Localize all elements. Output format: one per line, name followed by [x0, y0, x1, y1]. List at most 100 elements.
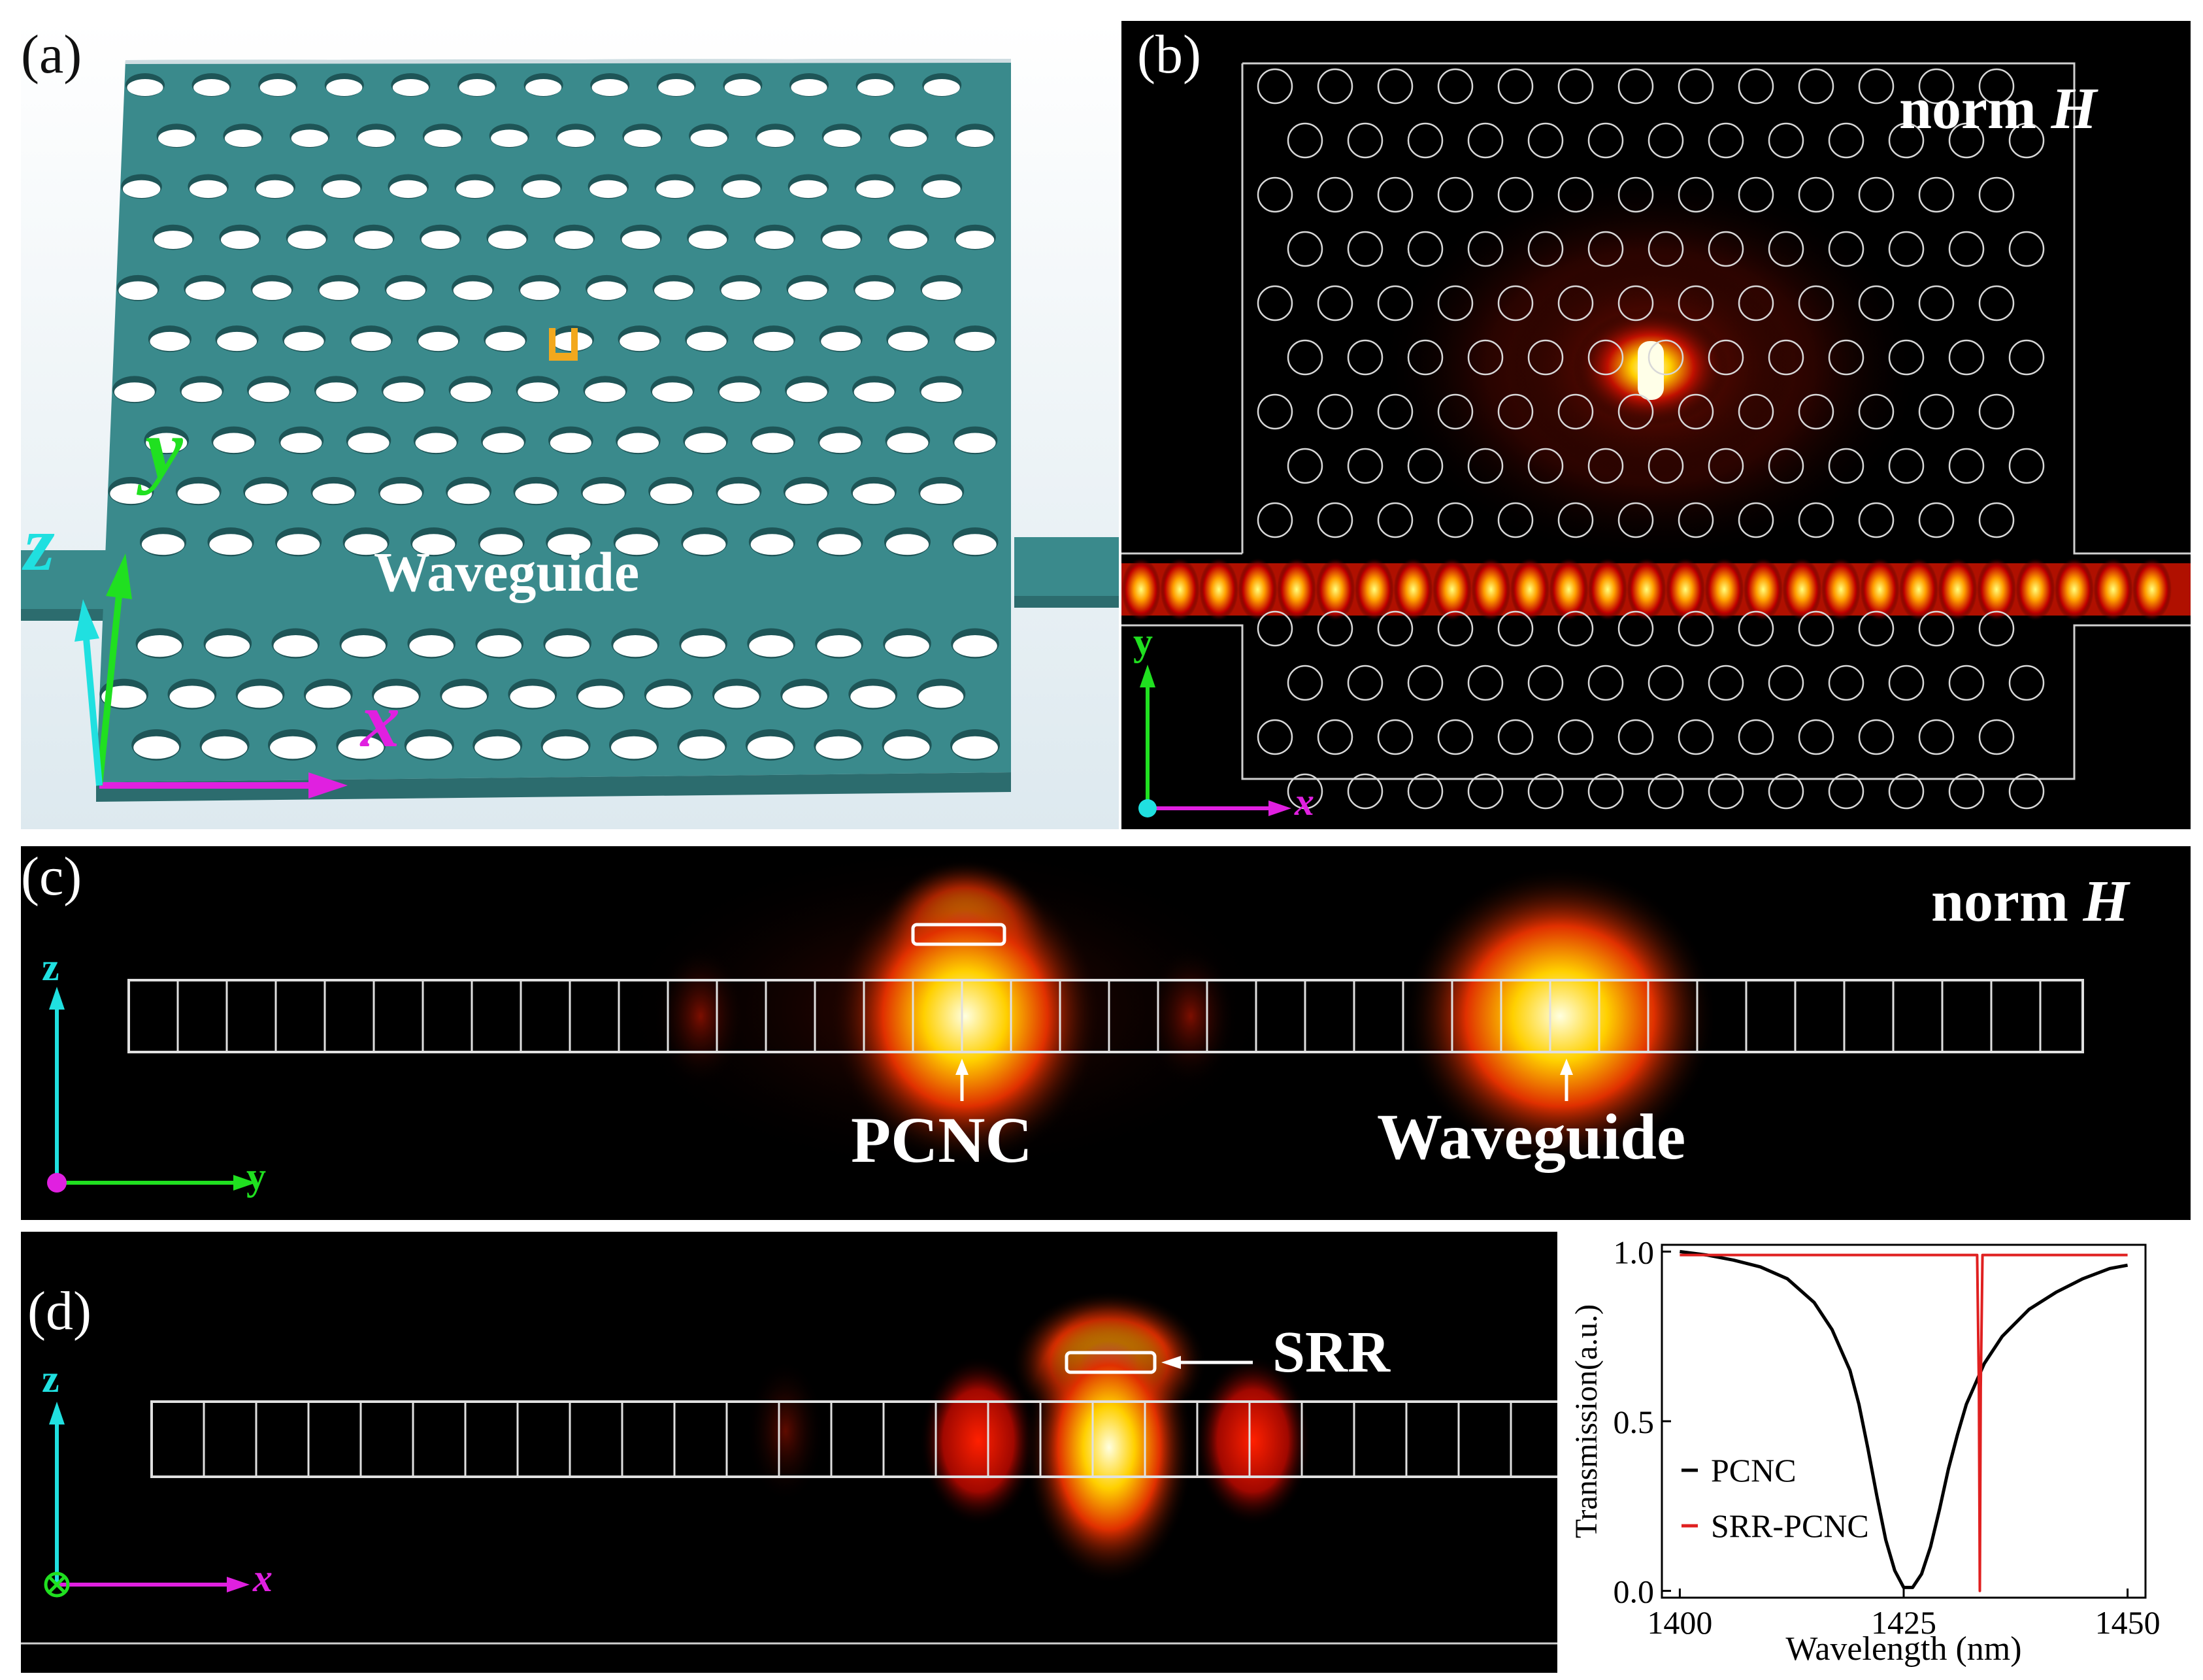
air-hole-bottom: [520, 281, 559, 301]
hole-outline: [1948, 339, 1985, 376]
hole-outline: [1708, 339, 1744, 376]
hole-outline: [1497, 502, 1534, 538]
air-hole-bottom: [611, 736, 657, 759]
hole-outline: [1768, 339, 1804, 376]
hole-outline: [1317, 68, 1353, 105]
hole-outline: [1918, 393, 1955, 430]
hole-outline: [1798, 610, 1834, 647]
air-hole-bottom: [447, 483, 490, 504]
mode-lobe: [1433, 558, 1472, 621]
hole-outline: [1738, 393, 1774, 430]
x-tick-label: 1450: [2095, 1604, 2161, 1641]
hole-outline: [1648, 773, 1684, 810]
hole-outline: [1858, 68, 1895, 105]
hole-outline: [1377, 610, 1414, 647]
air-hole-bottom: [724, 79, 761, 96]
hole-outline: [1527, 448, 1564, 484]
air-hole-bottom: [787, 281, 827, 301]
air-hole-bottom: [201, 736, 248, 759]
air-hole-bottom: [923, 79, 960, 96]
hole-outline: [1768, 773, 1804, 810]
air-hole-bottom: [749, 635, 793, 657]
mode-lobe: [1627, 558, 1666, 621]
air-hole-bottom: [412, 534, 456, 555]
air-hole-bottom: [885, 635, 929, 657]
mode-lobe: [1316, 558, 1355, 621]
air-hole-bottom: [557, 129, 595, 147]
hole-outline: [1648, 122, 1684, 159]
mode-lobe: [1199, 558, 1238, 621]
hole-outline: [1798, 393, 1834, 430]
air-hole-bottom: [952, 736, 998, 759]
air-hole-bottom: [955, 331, 995, 352]
air-hole-bottom: [853, 382, 895, 403]
hole-outline: [1648, 339, 1684, 376]
air-hole-bottom: [338, 736, 384, 759]
air-hole-bottom: [380, 483, 422, 504]
hole-outline: [1257, 285, 1293, 321]
air-hole-bottom: [491, 129, 528, 147]
air-hole-bottom: [920, 483, 963, 504]
hole-outline: [1678, 393, 1714, 430]
air-hole-bottom: [857, 79, 894, 96]
hole-outline: [1257, 719, 1293, 755]
hole-outline: [1377, 176, 1414, 213]
panel-label-a: (a): [21, 24, 82, 85]
hole-outline: [1888, 339, 1925, 376]
transmission-inset-chart: 0.0 0.5 1.0 1400 1425 1450 Wavelength (nm) Tran…: [1557, 1232, 2191, 1673]
hole-outline: [1798, 68, 1834, 105]
hole-outline: [1828, 122, 1864, 159]
air-hole-bottom: [585, 382, 626, 403]
air-hole-bottom: [690, 129, 727, 147]
mode-lobe: [1277, 558, 1316, 621]
air-hole-bottom: [326, 79, 363, 96]
air-hole-bottom: [850, 685, 896, 708]
air-hole-bottom: [488, 231, 527, 250]
hole-outline: [1257, 393, 1293, 430]
air-hole-bottom: [683, 534, 726, 555]
hole-outline: [1678, 176, 1714, 213]
hole-outline: [1437, 176, 1474, 213]
y-tick-label: 0.0: [1614, 1573, 1655, 1610]
air-hole-bottom: [474, 736, 521, 759]
air-hole-bottom: [392, 79, 429, 96]
hole-outline: [1738, 502, 1774, 538]
hole-outline: [1287, 339, 1323, 376]
hole-outline: [1377, 68, 1414, 105]
axis-triad-c: [47, 987, 256, 1193]
air-hole-bottom: [820, 433, 861, 453]
air-hole-bottom: [185, 281, 225, 301]
air-hole-bottom: [409, 635, 454, 657]
air-hole-bottom: [852, 483, 895, 504]
x-tick-label: 1425: [1871, 1604, 1936, 1641]
air-hole-bottom: [782, 685, 827, 708]
air-hole-bottom: [921, 281, 961, 301]
hole-outline: [1287, 665, 1323, 701]
hole-outline: [1978, 176, 2015, 213]
hole-outline: [1888, 231, 1925, 267]
hole-outline: [1738, 176, 1774, 213]
air-hole-bottom: [685, 433, 727, 453]
air-hole-bottom: [755, 231, 794, 250]
air-hole-bottom: [351, 331, 391, 352]
air-hole-bottom: [688, 231, 727, 250]
hole-outline: [1587, 773, 1624, 810]
air-hole-bottom: [273, 635, 318, 657]
hole-outline: [1467, 339, 1504, 376]
air-hole-bottom: [886, 534, 929, 555]
hole-outline: [1948, 665, 1985, 701]
air-hole-bottom: [312, 483, 355, 504]
air-hole-bottom: [954, 433, 996, 453]
air-hole-bottom: [276, 534, 320, 555]
hole-outline: [1437, 719, 1474, 755]
hole-outline: [1287, 122, 1323, 159]
hole-outline: [1678, 68, 1714, 105]
air-hole-bottom: [921, 382, 962, 403]
field-label-c: norm H: [1931, 869, 2129, 934]
hole-outline: [1497, 176, 1534, 213]
hole-outline: [1317, 393, 1353, 430]
hole-outlines-b: [1257, 68, 2045, 810]
mode-lobe: [1821, 558, 1861, 621]
air-hole-bottom: [955, 231, 995, 250]
legend-label: PCNC: [1711, 1452, 1797, 1489]
